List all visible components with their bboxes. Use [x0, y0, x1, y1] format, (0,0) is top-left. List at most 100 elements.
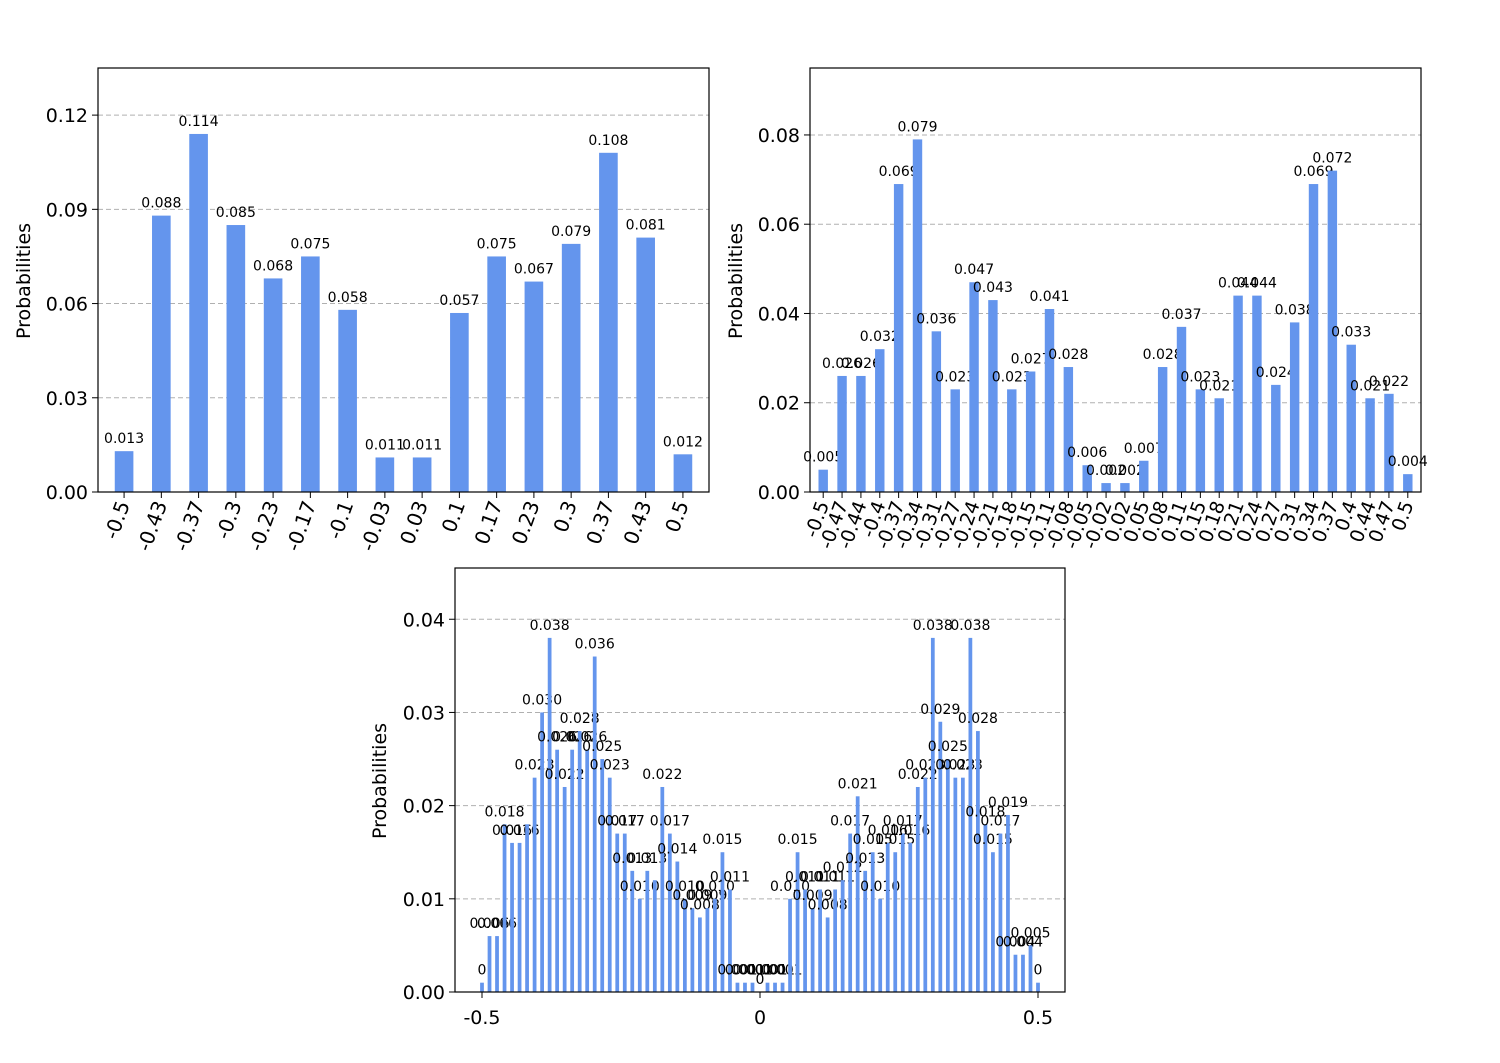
- bar: [878, 898, 883, 992]
- data-label: 0.023: [943, 758, 983, 774]
- bar: [480, 982, 484, 992]
- bar: [950, 389, 960, 492]
- bar: [855, 796, 860, 992]
- bar: [1214, 398, 1224, 492]
- bar: [780, 982, 785, 992]
- data-label: 0.007: [1124, 441, 1164, 457]
- bar: [517, 842, 522, 992]
- bar: [698, 917, 702, 992]
- data-label: 0.026: [537, 730, 577, 746]
- bar: [1233, 295, 1243, 492]
- x-tick-label: -0.3: [211, 498, 247, 543]
- bar: [114, 451, 134, 492]
- bar: [765, 982, 770, 992]
- bar: [622, 833, 627, 992]
- bar: [1021, 954, 1025, 992]
- bar: [968, 637, 973, 992]
- bar: [592, 656, 597, 992]
- data-label: 0.023: [1180, 369, 1220, 385]
- data-label: 0.021: [838, 776, 878, 792]
- data-label: 0.026: [841, 356, 881, 372]
- data-label: 0.028: [958, 711, 998, 727]
- x-tick-label: 0.43: [619, 498, 657, 548]
- data-label: 0.036: [575, 637, 615, 653]
- data-label: 0.016: [868, 823, 908, 839]
- bar: [577, 731, 582, 992]
- bar: [570, 749, 575, 992]
- data-label: 0.038: [913, 618, 953, 634]
- bar: [1044, 309, 1055, 492]
- data-label: 0.002: [1105, 463, 1145, 479]
- data-label: 0.028: [560, 711, 600, 727]
- bar: [600, 759, 605, 992]
- plot-frame: [97, 67, 710, 493]
- bar: [673, 454, 693, 492]
- bar: [1013, 954, 1018, 992]
- bar: [728, 889, 732, 992]
- bar: [1120, 483, 1130, 492]
- bar: [1403, 474, 1413, 492]
- bar: [412, 457, 432, 492]
- data-label: 0.013: [612, 851, 652, 867]
- bar: [562, 786, 567, 992]
- data-label: 0.001: [717, 963, 757, 979]
- bar: [840, 880, 845, 992]
- data-label: 0.009: [793, 888, 833, 904]
- bar: [1006, 814, 1010, 992]
- chart-top-right: Probabilities 0.00 0.02 0.04 0.06 0.08 0.005 0…: [725, 67, 1428, 552]
- data-label: 0.057: [439, 293, 479, 309]
- data-label: 0.013: [845, 851, 885, 867]
- x-tick-label: -0.1: [322, 498, 358, 543]
- data-label: 0.037: [1161, 307, 1201, 323]
- data-label: 0.022: [545, 767, 585, 783]
- data-label: 0.015: [778, 832, 818, 848]
- bar: [991, 852, 995, 992]
- bar: [938, 721, 943, 992]
- bar: [532, 777, 537, 992]
- chart-top-left: Probabilities 0.00 0.03 0.06 0.09 0.12 0.013 0…: [13, 67, 710, 555]
- data-label: 0.021: [1350, 378, 1390, 394]
- data-label: 0.017: [605, 814, 645, 830]
- x-tick-label: -0.43: [132, 498, 172, 555]
- bar: [983, 824, 988, 992]
- bar: [487, 936, 492, 992]
- bar: [675, 861, 680, 992]
- bar: [189, 133, 208, 492]
- x-tick-label: -0.37: [169, 498, 209, 555]
- data-label: 0.006: [477, 916, 517, 932]
- bar: [735, 982, 740, 992]
- data-label: 0.024: [1256, 365, 1296, 381]
- bar: [502, 824, 507, 992]
- bar: [645, 870, 650, 992]
- bar: [750, 982, 755, 992]
- bar: [1252, 295, 1262, 492]
- x-tick-label: 0.5: [1023, 1007, 1053, 1029]
- data-label: 0.001: [725, 963, 765, 979]
- y-axis-label: Probabilities: [369, 723, 391, 839]
- bar: [636, 237, 655, 492]
- data-label: 0.013: [627, 851, 667, 867]
- data-label: 0.022: [1369, 374, 1409, 390]
- x-tick-label: -0.03: [355, 498, 395, 555]
- y-tick-label: 0.12: [46, 105, 88, 127]
- bar: [743, 982, 747, 992]
- bar: [487, 256, 506, 492]
- bar: [547, 637, 552, 992]
- y-tick-label: 0.03: [403, 702, 445, 724]
- y-tick-label: 0.01: [403, 889, 445, 911]
- data-label: 0.004: [1003, 935, 1043, 951]
- data-label: 0.044: [1237, 276, 1277, 292]
- bar: [599, 152, 618, 493]
- data-label: 0.088: [141, 196, 181, 212]
- data-label: 0: [756, 972, 765, 988]
- bar: [1063, 367, 1074, 492]
- data-label: 0.018: [484, 804, 524, 820]
- y-tick-label: 0.06: [46, 294, 88, 316]
- bar: [1289, 322, 1300, 492]
- bar: [1271, 384, 1281, 492]
- data-label: 0.001: [747, 963, 787, 979]
- bar: [870, 852, 875, 992]
- bar: [1025, 371, 1036, 492]
- bar: [1082, 465, 1092, 492]
